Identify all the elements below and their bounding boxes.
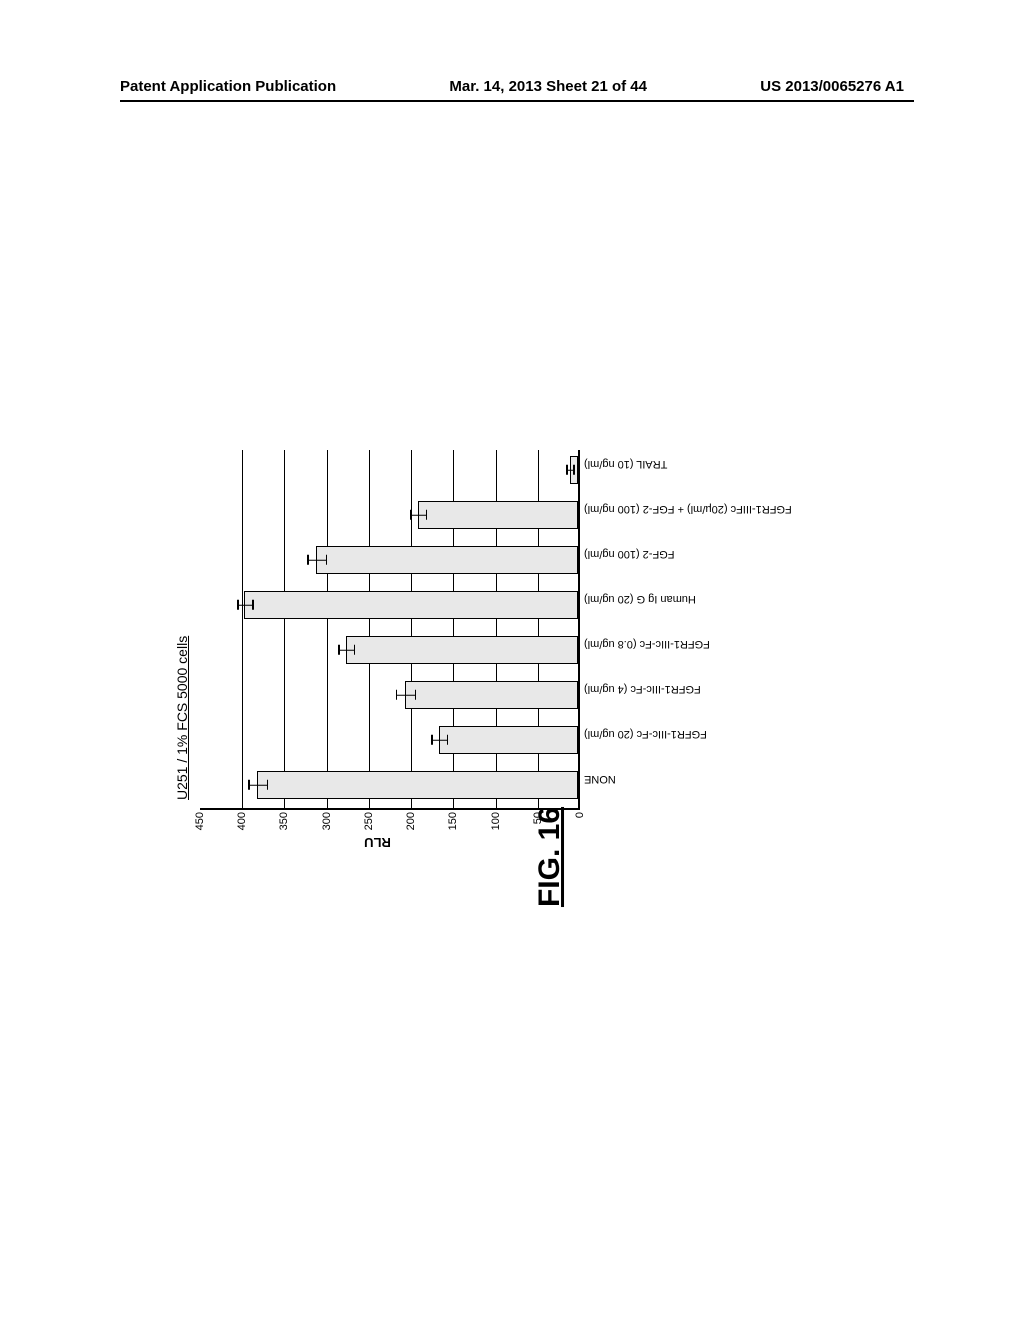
chart-title: U251 / 1% FCS 5000 cells (174, 636, 190, 800)
figure-label: FIG. 16 (533, 807, 567, 907)
y-axis-label: RLU (364, 835, 391, 850)
header-right: US 2013/0065276 A1 (760, 78, 904, 95)
x-tick-label: FGFR1-IIIFc (20µ/ml) + FGF-2 (100 ng/ml) (584, 504, 792, 516)
gridline (242, 450, 243, 808)
gridline (369, 450, 370, 808)
x-tick-label: FGFR1-IIIc-Fc (0.8 ug/ml) (584, 639, 710, 651)
bar (418, 502, 578, 530)
y-tick-label: 100 (490, 808, 502, 830)
y-tick-label: 0 (574, 808, 586, 818)
bar (257, 772, 578, 800)
error-bar (431, 740, 448, 742)
error-bar (307, 560, 327, 562)
gridline (284, 450, 285, 808)
bar (405, 682, 578, 710)
error-bar (248, 785, 268, 787)
bar (316, 547, 578, 575)
error-bar (338, 650, 355, 652)
error-bar (566, 470, 574, 472)
y-tick-label: 400 (236, 808, 248, 830)
header-center: Mar. 14, 2013 Sheet 21 of 44 (449, 78, 647, 95)
error-bar (396, 695, 416, 697)
x-tick-label: FGFR1-IIIc-Fc (20 ug/ml) (584, 729, 707, 741)
bar (346, 637, 578, 665)
x-tick-label: TRAIL (10 ng/ml) (584, 459, 667, 471)
x-tick-label: FGF-2 (100 ng/ml) (584, 549, 674, 561)
bar (244, 592, 578, 620)
y-tick-label: 250 (363, 808, 375, 830)
gridline (411, 450, 412, 808)
chart-container: U251 / 1% FCS 5000 cells RLU 05010015020… (170, 430, 790, 870)
error-bar (237, 605, 254, 607)
x-tick-label: NONE (584, 774, 616, 786)
bar (570, 457, 578, 485)
y-tick-label: 200 (405, 808, 417, 830)
y-tick-label: 350 (278, 808, 290, 830)
header-rule (120, 100, 914, 102)
y-tick-label: 150 (447, 808, 459, 830)
bar-chart: 050100150200250300350400450NONEFGFR1-III… (200, 450, 580, 810)
y-tick-label: 300 (321, 808, 333, 830)
x-tick-label: FGFR1-IIIc-Fc (4 ug/ml) (584, 684, 701, 696)
y-tick-label: 450 (194, 808, 206, 830)
gridline (327, 450, 328, 808)
x-tick-label: Human Ig G (20 ug/ml) (584, 594, 696, 606)
error-bar (410, 515, 427, 517)
bar (439, 727, 578, 755)
header-left: Patent Application Publication (120, 78, 336, 95)
